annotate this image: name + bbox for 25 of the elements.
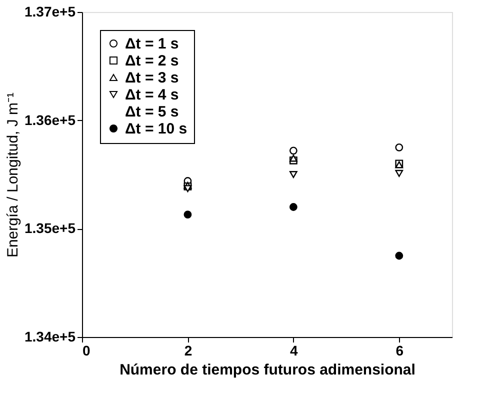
y-tick-label: 1.37e+5 — [24, 4, 76, 20]
legend-label: Δt = 4 s — [125, 86, 179, 104]
x-tick-label: 0 — [82, 342, 90, 358]
legend-label: Δt = 1 s — [125, 36, 179, 52]
point — [395, 170, 404, 177]
legend-label: Δt = 2 s — [125, 52, 179, 70]
point — [184, 210, 192, 219]
point — [395, 252, 404, 260]
y-axis-title: Energía / Longitud, J m⁻¹ — [4, 92, 22, 258]
point — [289, 170, 298, 178]
point — [289, 154, 298, 162]
point — [289, 146, 298, 155]
x-tick-label: 4 — [290, 342, 298, 358]
legend-label: Δt = 10 s — [125, 120, 188, 138]
text: Δt = 5 s — [125, 104, 179, 120]
x-tick-label: 6 — [396, 342, 404, 358]
x-axis-title: Número de tiempos futuros adimensional — [120, 362, 416, 378]
y-tick-label: 1.34e+5 — [24, 328, 76, 344]
y-tick-label: 1.35e+5 — [24, 220, 76, 236]
x-tick-label: 2 — [184, 342, 192, 358]
point — [289, 203, 298, 211]
point — [395, 143, 404, 152]
legend-label: Δt = 3 s — [125, 70, 179, 86]
point — [184, 185, 192, 192]
y-tick-label: 1.36e+5 — [24, 112, 76, 128]
